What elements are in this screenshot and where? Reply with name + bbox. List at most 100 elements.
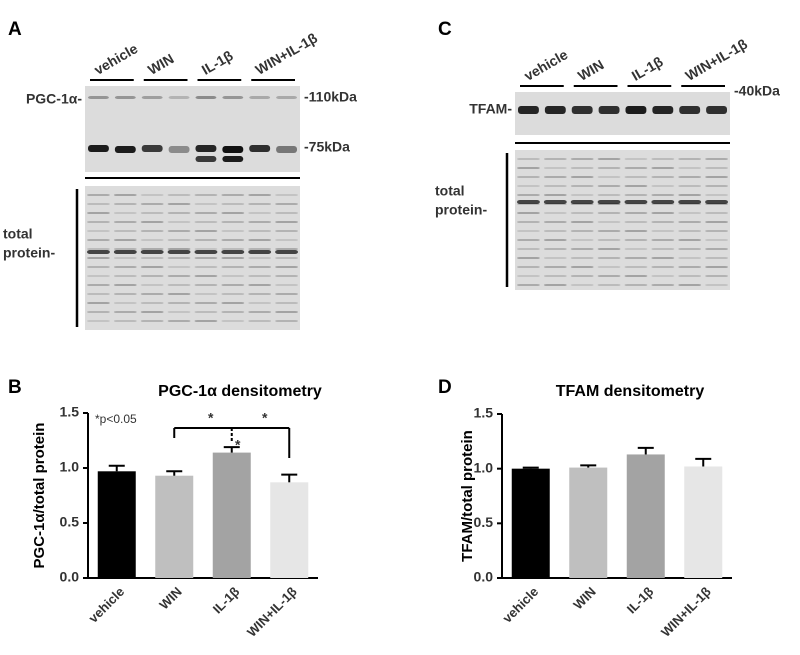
blot-band — [624, 176, 648, 178]
blot-band — [194, 239, 218, 241]
blot-band — [248, 293, 272, 295]
blot-band — [706, 106, 727, 114]
blot-band — [275, 284, 298, 286]
blot-band — [705, 194, 728, 196]
blot-band — [597, 185, 621, 187]
blot-band — [597, 248, 621, 250]
blot-band — [114, 96, 136, 99]
blot-band — [248, 248, 272, 250]
y-tick-label: 1.5 — [474, 405, 494, 421]
blot-band — [543, 221, 567, 223]
blot-band — [194, 257, 218, 259]
blot-band — [275, 302, 298, 304]
blot-band — [114, 146, 136, 153]
blot-band — [543, 275, 567, 277]
blot-band — [570, 266, 594, 268]
blot-band — [624, 221, 648, 223]
blot-band — [248, 320, 272, 322]
blot-band — [194, 221, 218, 223]
bar — [684, 466, 723, 578]
blot-band — [87, 275, 110, 277]
blot-band — [87, 293, 110, 295]
blot-band — [705, 212, 728, 214]
y-axis-label: TFAM/total protein — [459, 430, 476, 562]
blot-image — [85, 186, 300, 330]
chart-title: TFAM densitometry — [556, 383, 705, 400]
blot-band — [167, 248, 191, 250]
blot-band — [517, 257, 540, 259]
blot-band — [570, 284, 594, 286]
blot-band — [543, 167, 567, 169]
blot-band — [705, 266, 728, 268]
marker-label: -110kDa — [304, 89, 357, 105]
blot-band — [87, 257, 110, 259]
blot-band — [705, 185, 728, 187]
blot-band — [651, 230, 675, 232]
lane-label: WIN — [575, 56, 607, 83]
blot-band — [597, 212, 621, 214]
blot-band — [221, 266, 245, 268]
blot-band — [140, 221, 164, 223]
blot-band — [194, 203, 218, 205]
blot-band — [651, 176, 675, 178]
blot-image — [85, 86, 300, 172]
blot-band — [113, 230, 137, 232]
blot-band — [221, 230, 245, 232]
blot-band — [113, 194, 137, 196]
blot-band — [140, 194, 164, 196]
blot-band — [678, 284, 702, 286]
blot-band — [705, 239, 728, 241]
blot-band — [194, 230, 218, 232]
blot-band — [87, 239, 110, 241]
blot-band — [678, 185, 702, 187]
blot-band — [678, 239, 702, 241]
blot-band — [543, 257, 567, 259]
blot-band — [113, 266, 137, 268]
blot-band — [221, 203, 245, 205]
annotation: * — [235, 437, 241, 453]
blot-band — [113, 239, 137, 241]
blot-band — [167, 221, 191, 223]
y-tick-label: 0.5 — [474, 514, 494, 530]
blot-band — [275, 212, 298, 214]
blot-band — [248, 212, 272, 214]
blot-band — [543, 176, 567, 178]
blot-band — [705, 248, 728, 250]
blot-band — [221, 293, 245, 295]
blot-band — [167, 250, 191, 254]
blot-band — [221, 257, 245, 259]
blot-band — [517, 284, 540, 286]
blot-band — [113, 221, 137, 223]
blot-band — [518, 106, 539, 114]
blot-band — [194, 311, 218, 313]
lane-label: WIN+IL-1β — [682, 35, 750, 83]
blot-band — [167, 302, 191, 304]
blot-band — [705, 167, 728, 169]
total-protein-label: protein- — [3, 245, 55, 261]
blot-band — [624, 167, 648, 169]
blot-band — [88, 145, 109, 152]
blot-band — [570, 221, 594, 223]
blot-band — [597, 176, 621, 178]
blot-band — [570, 230, 594, 232]
blot-band — [87, 284, 110, 286]
blot-band — [624, 239, 648, 241]
blot-band — [167, 284, 191, 286]
blot-band — [651, 212, 675, 214]
blot-band — [195, 145, 217, 152]
blot-band — [113, 275, 137, 277]
lane-label: vehicle — [91, 40, 140, 78]
blot-band — [517, 221, 540, 223]
blot-band — [113, 212, 137, 214]
blot-band — [570, 194, 594, 196]
blot-band — [678, 266, 702, 268]
blot-band — [543, 248, 567, 250]
blot-band — [194, 275, 218, 277]
blot-band — [678, 200, 702, 204]
lane-label: IL-1β — [629, 53, 666, 84]
bar — [270, 482, 309, 578]
blot-band — [248, 194, 272, 196]
blot-band — [570, 167, 594, 169]
blot-band — [705, 200, 728, 204]
